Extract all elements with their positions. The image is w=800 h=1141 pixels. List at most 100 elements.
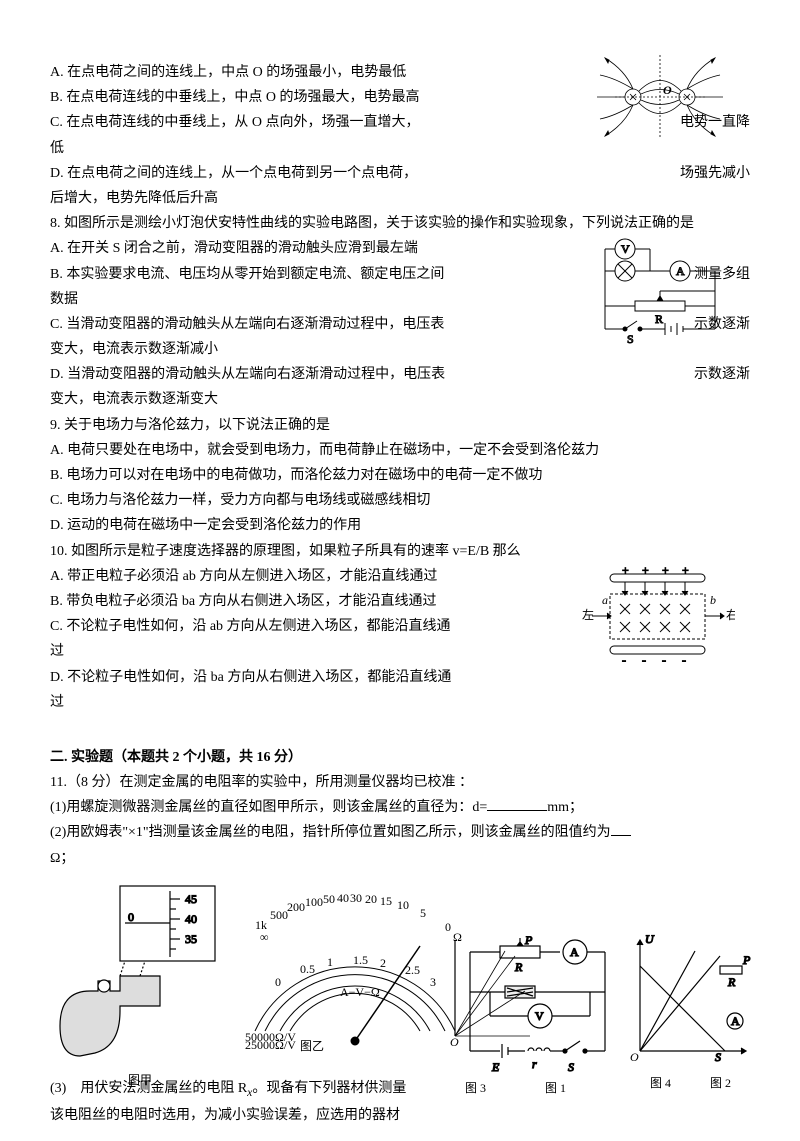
q9-A-text: A. 电荷只要处在电场中，就会受到电场力，而电荷静止在磁场中，一定不会受到洛伦兹… — [50, 443, 599, 458]
ohm-unit: A−V−Ω — [340, 985, 380, 999]
q8-fig-V: V — [621, 242, 630, 256]
q9-option-D: D. 运动的电荷在磁场中一定会受到洛伦兹力的作用 — [50, 513, 750, 538]
micrometer-40: 40 — [185, 912, 197, 926]
q10-D2-text: 过 — [50, 695, 64, 710]
ohm-15: 15 — [380, 894, 392, 908]
circuit-A: A — [570, 945, 579, 959]
q10-a-text: a — [602, 593, 608, 607]
micrometer-zero: 0 — [128, 910, 134, 924]
fig4-label: 图 4 — [650, 1073, 671, 1095]
ohm-m3: 3 — [430, 975, 436, 989]
q9-option-B: B. 电场力可以对在电场中的电荷做功，而洛伦兹力对在磁场中的电荷一定不做功 — [50, 463, 750, 488]
ohm-m0: 0 — [275, 975, 281, 989]
q11-figure-row: 0 45 40 35 图甲 — [50, 881, 750, 1121]
q7-C1-text: C. 在点电荷连线的中垂线上，从 O 点向外，场强一直增大， — [50, 110, 419, 135]
graph-O: O — [630, 1050, 639, 1064]
q10-plus1: + — [622, 564, 629, 577]
q10-B-text: B. 带负电粒子必须沿 ba 方向从右侧进入场区，才能沿直线通过 — [50, 594, 437, 609]
q9-option-C: C. 电场力与洛伦兹力一样，受力方向都与电场线或磁感线相切 — [50, 488, 750, 513]
q8-C1-text: C. 当滑动变阻器的滑动触头从左端向右逐渐滑动过程中，电压表 — [50, 312, 444, 337]
q8-option-D-line2: 变大，电流表示数逐渐变大 — [50, 387, 750, 412]
q9-stem: 9. 关于电场力与洛伦兹力，以下说法正确的是 — [50, 413, 750, 438]
micrometer-45: 45 — [185, 892, 197, 906]
fig3-label: 图 3 — [465, 1078, 486, 1100]
graph-U: U — [645, 932, 655, 946]
q10-stem-text: 10. 如图所示是粒子速度选择器的原理图，如果粒子所具有的速率 v=E/B 那么 — [50, 544, 521, 559]
q7-option-D-line2: 后增大，电势先降低后升高 — [50, 186, 750, 211]
q11-2a-text: (2)用欧姆表"×1"挡测量该金属丝的电阻，指针所停位置如图乙所示，则该金属丝的… — [50, 825, 611, 840]
q8-option-D-line1: D. 当滑动变阻器的滑动触头从左端向右逐渐滑动过程中，电压表 示数逐渐 — [50, 362, 750, 387]
q8-stem-text: 8. 如图所示是测绘小灯泡伏安特性曲线的实验电路图，关于该实验的操作和实验现象，… — [50, 216, 694, 231]
ohm-5: 5 — [420, 906, 426, 920]
q8-fig-A: A — [676, 264, 685, 278]
q9-D-text: D. 运动的电荷在磁场中一定会受到洛伦兹力的作用 — [50, 518, 361, 533]
q10-plus4: + — [682, 564, 689, 577]
q9-C-text: C. 电场力与洛伦兹力一样，受力方向都与电场线或磁感线相切 — [50, 493, 430, 508]
q11-1a-text: (1)用螺旋测微器测金属丝的直径如图甲所示，则该金属丝的直径为：d= — [50, 800, 487, 815]
fig1-label-inner: 图 1 — [545, 1078, 566, 1100]
circuit-P: P — [524, 936, 533, 947]
circuit-R: R — [514, 960, 523, 974]
ohm-30: 30 — [350, 891, 362, 905]
q7-B-text: B. 在点电荷连线的中垂线上，中点 O 的场强最大，电势最高 — [50, 90, 419, 105]
fig-circuit: P R A V E r — [450, 936, 630, 1095]
fig-micrometer: 0 45 40 35 图甲 — [50, 881, 230, 1092]
graph-A: A — [731, 1014, 740, 1028]
q11-3c-text: 该电阻丝的电阻时选用，为减小实验误差，应选用的器材 — [50, 1108, 400, 1123]
q10-plus2: + — [642, 564, 649, 577]
section2-title: 二. 实验题（本题共 2 个小题，共 16 分） — [50, 745, 750, 770]
q11-stem: 11.（8 分）在测定金属的电阻率的实验中，所用测量仪器均已校准 ： — [50, 770, 750, 795]
ohm-inf-sym: ∞ — [260, 930, 269, 944]
ohm-50: 50 — [323, 892, 335, 906]
q8-D1-text: D. 当滑动变阻器的滑动触头从左端向右逐渐滑动过程中，电压表 — [50, 362, 445, 387]
q8-fig-S: S — [627, 332, 634, 346]
micrometer-35: 35 — [185, 932, 197, 946]
q7-fig-O: O — [663, 83, 672, 97]
q10-C1-text: C. 不论粒子电性如何，沿 ab 方向从左侧进入场区，都能沿直线通 — [50, 619, 451, 634]
graph-S: S — [715, 1050, 721, 1064]
q9-stem-text: 9. 关于电场力与洛伦兹力，以下说法正确的是 — [50, 418, 330, 433]
ohm-m15: 1.5 — [353, 953, 368, 967]
q8-C2-text: 变大，电流表示数逐渐减小 — [50, 342, 218, 357]
q8-B1-text: B. 本实验要求电流、电压均从零开始到额定电流、额定电压之间 — [50, 262, 444, 287]
q10-C2-text: 过 — [50, 644, 64, 659]
graph-P: P — [742, 953, 751, 967]
q11-3b-text: 。现备有下列器材供测量 — [252, 1081, 406, 1096]
blank-resistance[interactable] — [611, 821, 631, 836]
section2-title-text: 二. 实验题（本题共 2 个小题，共 16 分） — [50, 750, 302, 765]
ohm-m2: 2 — [380, 956, 386, 970]
q11-part2: (2)用欧姆表"×1"挡测量该金属丝的电阻，指针所停位置如图乙所示，则该金属丝的… — [50, 820, 750, 845]
ohm-10: 10 — [397, 898, 409, 912]
ohm-100: 100 — [305, 895, 323, 909]
q10-minus4: - — [682, 653, 686, 664]
fig-graph2: U A P R S O 图 4 图 2 — [625, 931, 755, 1090]
ohm-m05: 0.5 — [300, 962, 315, 976]
q10-left-text: 左 — [582, 607, 594, 622]
circuit-V: V — [535, 1009, 544, 1023]
q8-A-text: A. 在开关 S 闭合之前，滑动变阻器的滑动触头应滑到最左端 — [50, 241, 418, 256]
q7-C2-text: 低 — [50, 141, 64, 156]
ohm-200: 200 — [287, 900, 305, 914]
q11-part1: (1)用螺旋测微器测金属丝的直径如图甲所示，则该金属丝的直径为：d= mm； — [50, 795, 750, 820]
q10-option-A: + + + + - - - - — [50, 564, 750, 589]
q7-D-side-text: 场强先减小 — [680, 161, 750, 186]
q8-B2-text: 数据 — [50, 292, 78, 307]
graph-R: R — [727, 975, 736, 989]
q8-option-A: V A R S — [50, 236, 750, 261]
q10-option-D-line1: D. 不论粒子电性如何，沿 ba 方向从右侧进入场区，都能沿直线通 — [50, 665, 750, 690]
q10-stem: 10. 如图所示是粒子速度选择器的原理图，如果粒子所具有的速率 v=E/B 那么 — [50, 539, 750, 564]
q11-part3: (3) 用伏安法测金属丝的电阻 Rx。现备有下列器材供测量 该电阻丝的电阻时选用… — [50, 1076, 445, 1128]
q10-b-text: b — [710, 593, 716, 607]
q9-B-text: B. 电场力可以对在电场中的电荷做功，而洛伦兹力对在磁场中的电荷一定不做功 — [50, 468, 542, 483]
circuit-S: S — [568, 1060, 574, 1074]
blank-diameter[interactable] — [487, 796, 547, 811]
ohm-v-left2: 25000Ω/V — [245, 1038, 296, 1052]
q8-D2-text: 变大，电流表示数逐渐变大 — [50, 392, 218, 407]
q11-1b-text: mm； — [547, 800, 583, 815]
q7-D1-text: D. 在点电荷之间的连线上，从一个点电荷到另一个点电荷， — [50, 161, 417, 186]
ohm-m25: 2.5 — [405, 963, 420, 977]
q10-figure: + + + + - - - - — [580, 564, 725, 664]
q7-option-A: O A. 在点电荷之间的连线上，中点 O 的场强最小，电势最低 — [50, 60, 750, 85]
q7-D2-text: 后增大，电势先降低后升高 — [50, 191, 218, 206]
q11-3a-text: (3) 用伏安法测金属丝的电阻 R — [50, 1081, 247, 1096]
